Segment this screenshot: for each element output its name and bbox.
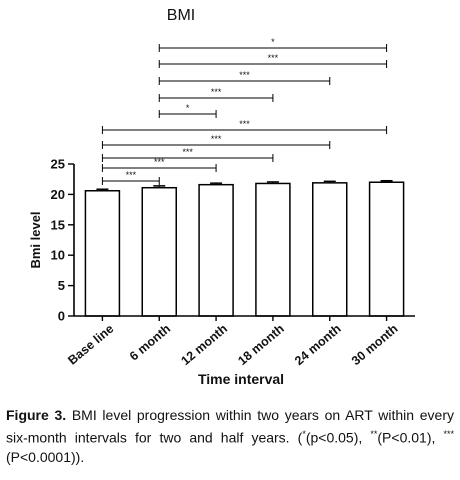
y-tick-label: 0 [58,309,65,324]
significance-label: *** [182,147,193,157]
x-axis-label: Time interval [198,371,284,387]
figure-label: Figure 3. [6,407,67,423]
significance-label: * [271,37,275,47]
x-tick-label: 12 month [178,322,230,368]
bar [255,182,291,317]
y-tick-label: 10 [51,248,65,263]
sig2-mark: ** [370,429,378,439]
bmi-bar-chart: BMI ************************** 051015202… [28,7,415,387]
x-tick-label: 24 month [292,322,344,368]
y-tick-label: 25 [51,157,65,172]
bar [198,183,234,317]
y-tick-label: 5 [58,278,65,293]
caption-text: BMI level progression within two years o… [6,407,454,446]
significance-brackets: ************************** [101,37,388,185]
bar [368,181,405,317]
significance-label: *** [154,157,165,167]
y-axis: 0 5 10 15 20 25 [51,157,75,324]
sig1-mark: * [302,429,306,439]
y-axis-label: Bmi level [28,211,43,268]
y-tick-label: 15 [51,217,65,232]
significance-label: *** [211,87,222,97]
significance-label: * [186,103,190,113]
sig2-text: (P<0.01), [377,429,444,446]
sig3-mark: *** [443,429,454,439]
significance-label: *** [239,119,250,129]
bar [312,182,348,317]
x-axis: Base line 6 month 12 month 18 month 24 month… [65,315,415,368]
significance-label: *** [126,170,137,180]
x-tick-label: Base line [65,322,116,368]
x-tick-label: 18 month [235,322,287,368]
chart-title: BMI [167,7,195,24]
bar [141,186,177,317]
sig3-text: (P<0.0001)). [6,448,85,465]
figure-caption: Figure 3. BMI level progression within t… [6,406,454,467]
sig1-text: (p<0.05), [305,429,371,446]
y-tick-label: 20 [51,187,65,202]
significance-label: *** [268,53,279,63]
bars [84,179,405,317]
x-tick-label: 6 month [127,322,173,364]
significance-label: *** [239,70,250,80]
bar [84,190,121,317]
significance-label: *** [211,134,222,144]
x-tick-label: 30 month [349,322,401,368]
